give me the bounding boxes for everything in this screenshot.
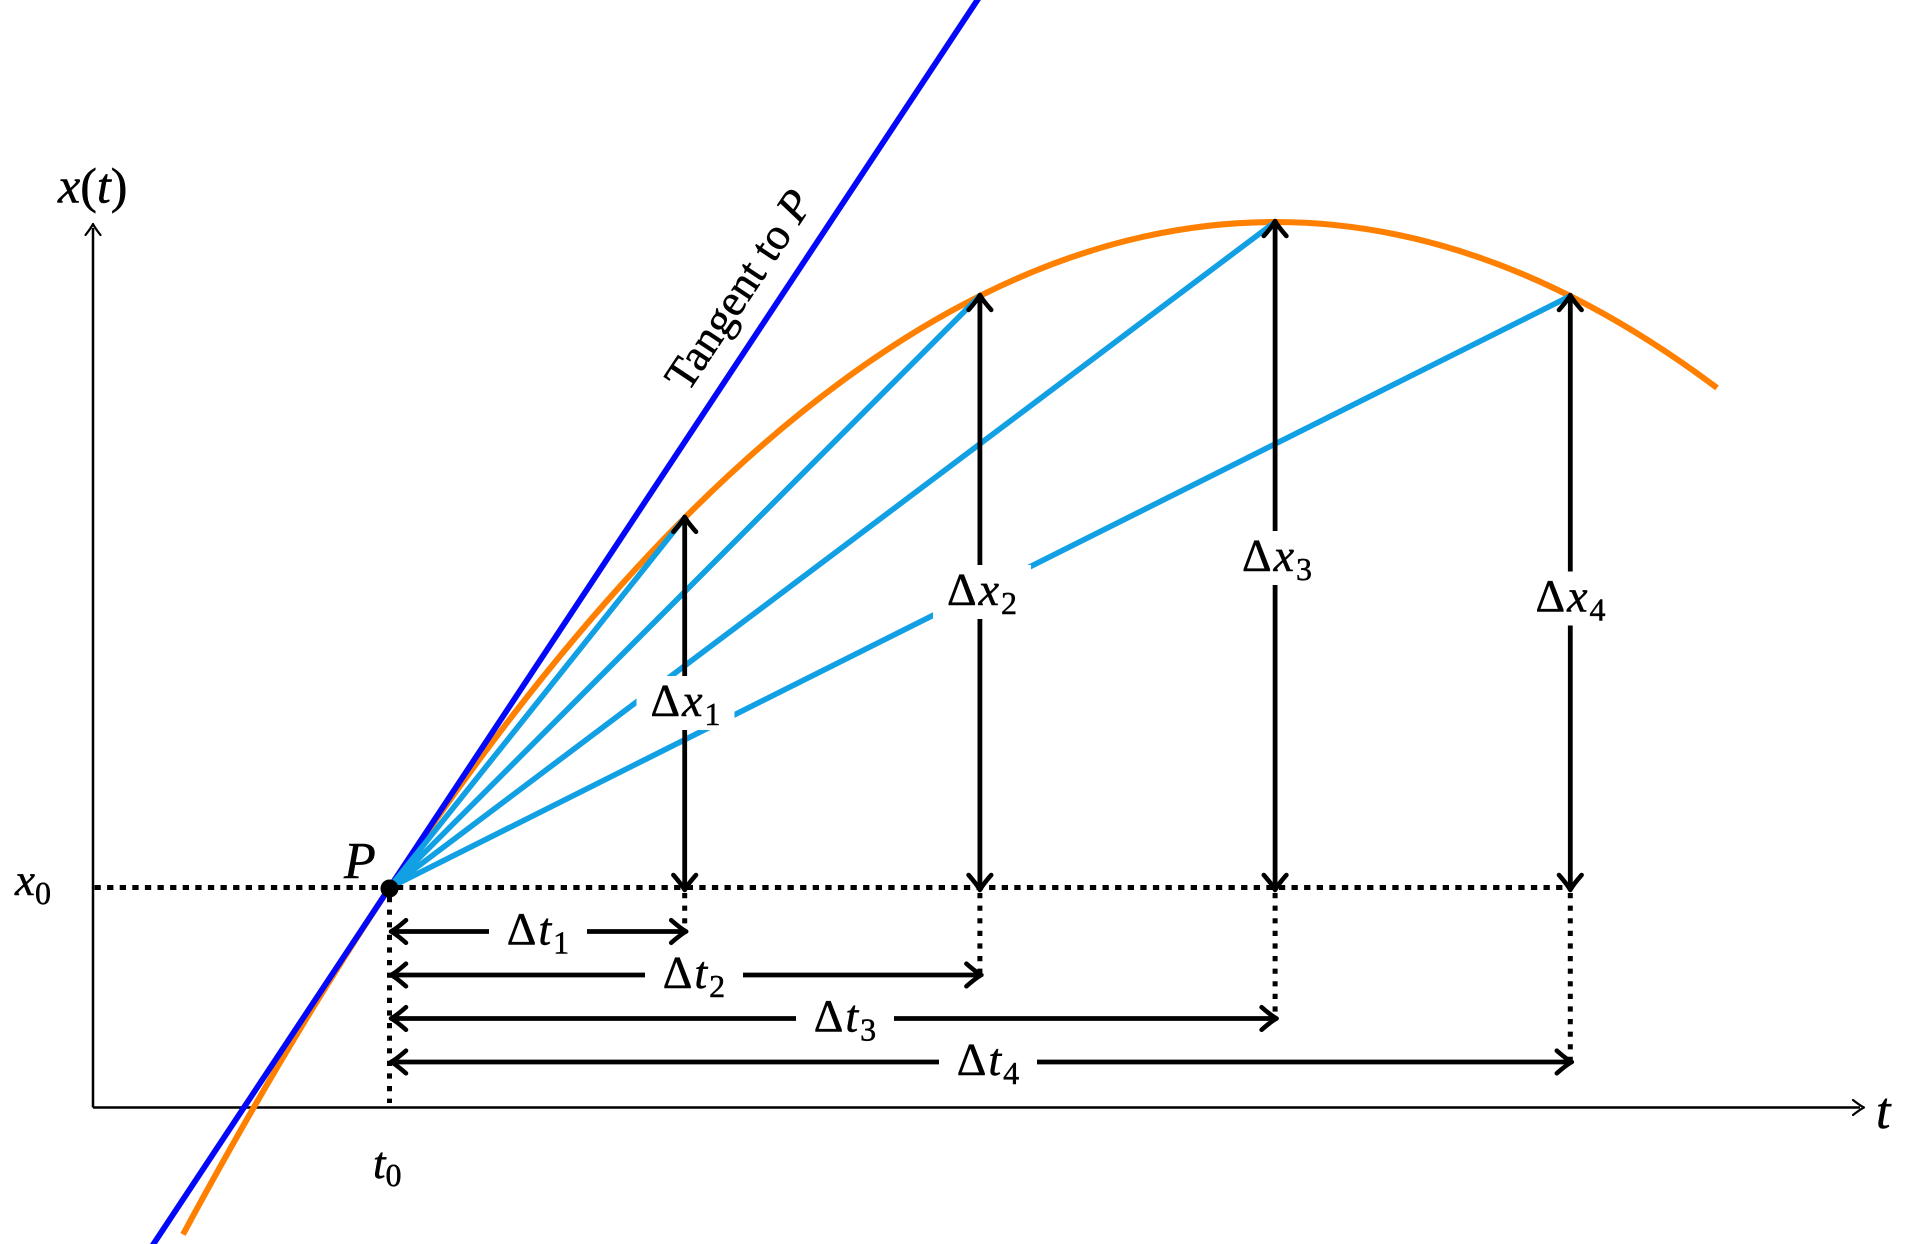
svg-text:Δt1: Δt1 [507, 903, 569, 960]
svg-text:x(t): x(t) [57, 157, 127, 213]
svg-text:Δt2: Δt2 [663, 947, 725, 1004]
svg-text:Δt3: Δt3 [814, 990, 876, 1047]
svg-text:Δt4: Δt4 [957, 1034, 1019, 1091]
svg-text:Δx1: Δx1 [650, 675, 720, 732]
svg-text:t: t [1876, 1083, 1892, 1140]
svg-text:P: P [343, 833, 376, 890]
svg-text:t0: t0 [373, 1138, 402, 1193]
svg-text:Δx4: Δx4 [1535, 570, 1605, 627]
svg-text:Δx2: Δx2 [947, 564, 1017, 621]
svg-text:Δx3: Δx3 [1242, 530, 1312, 587]
